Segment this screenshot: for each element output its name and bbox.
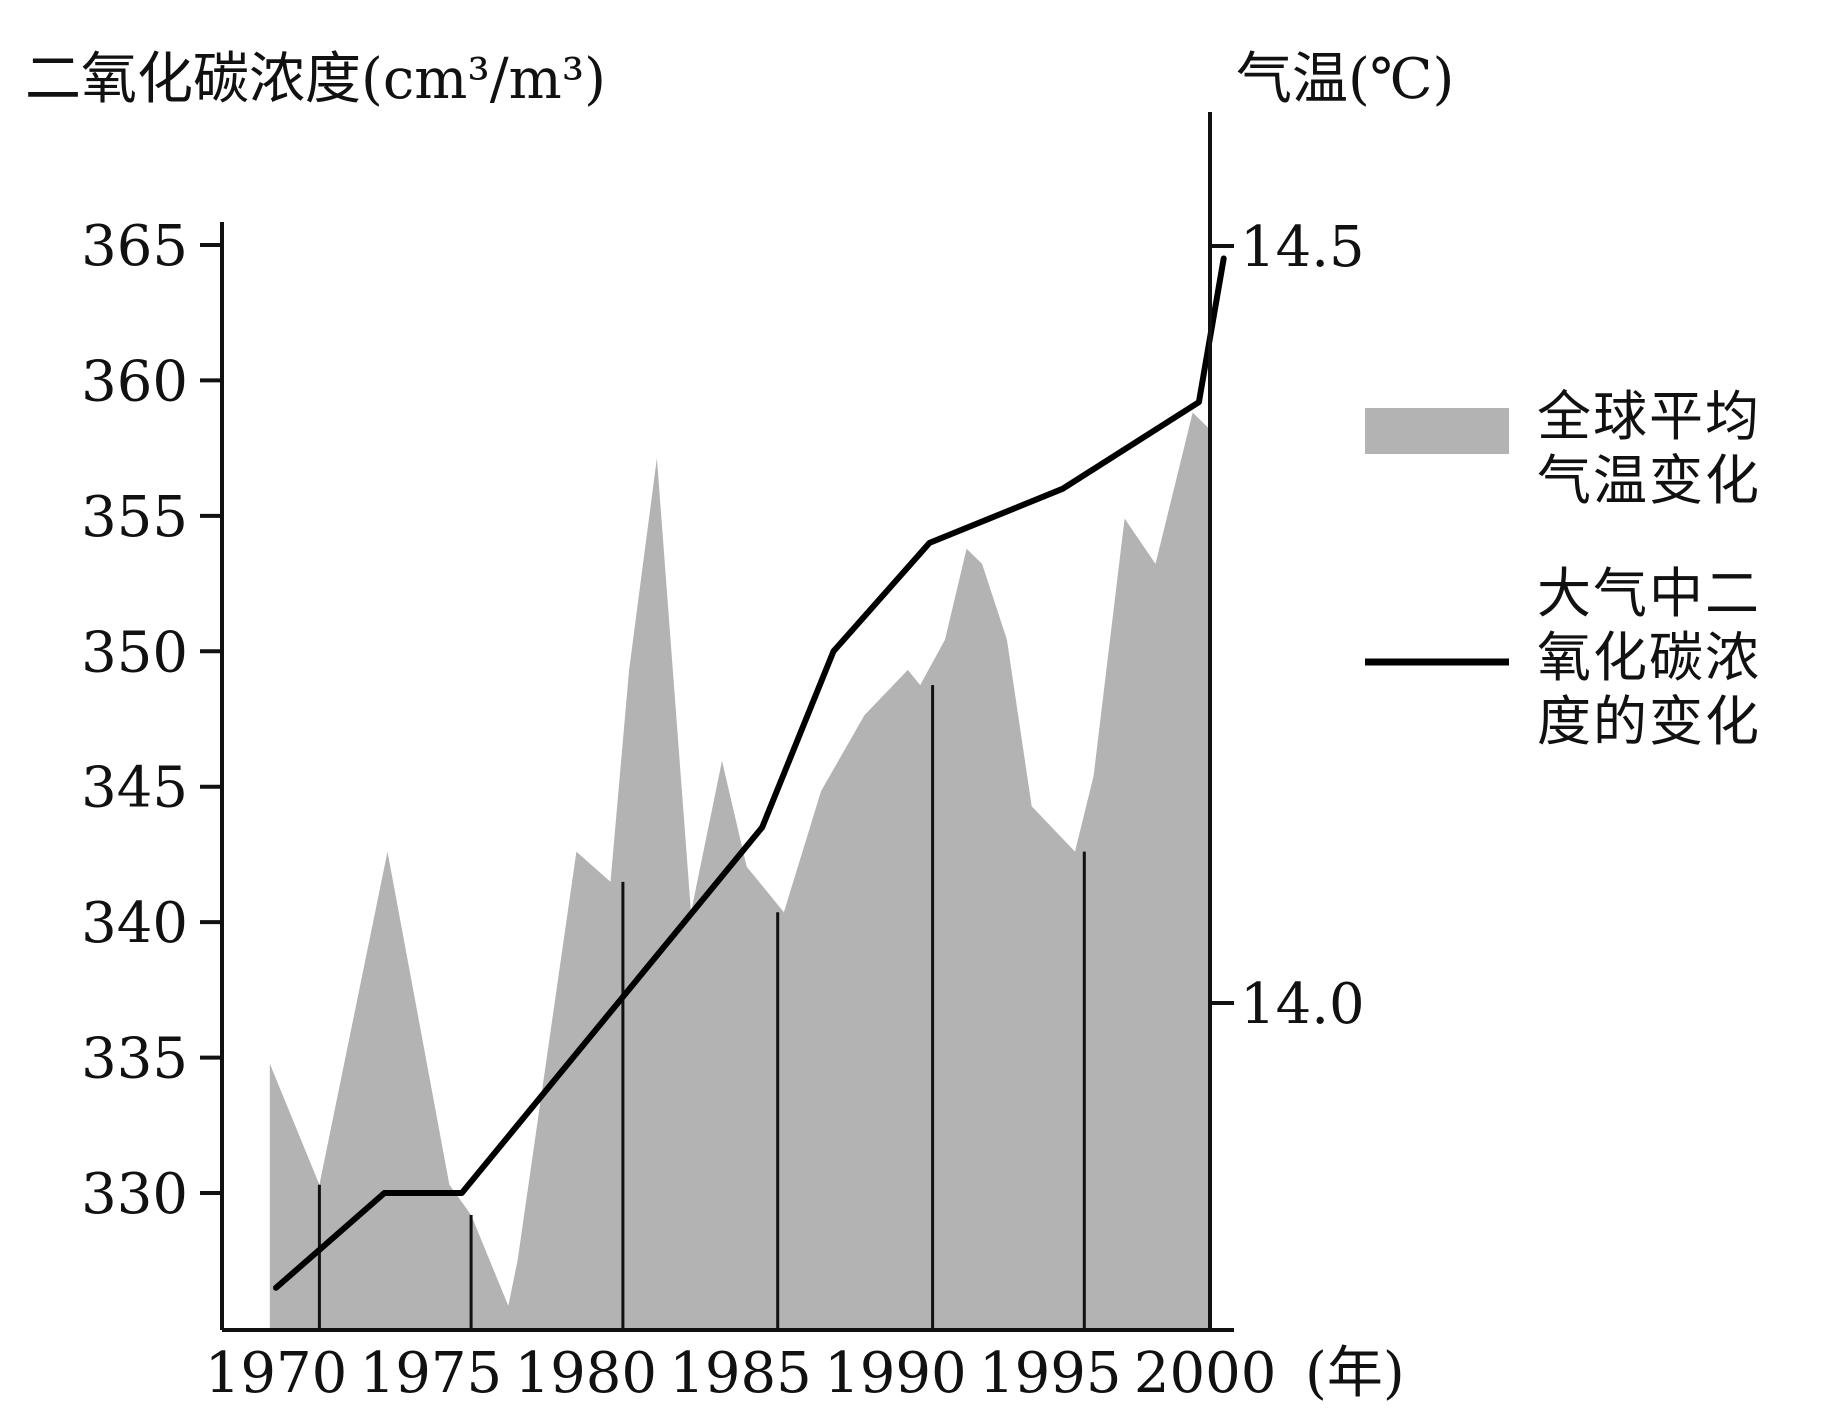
left-tick-label-330: 330: [81, 1162, 188, 1227]
x-tick-label-1975: 1975: [360, 1341, 503, 1406]
left-tick-label-340: 340: [81, 891, 188, 956]
x-tick-label-1985: 1985: [669, 1341, 812, 1406]
legend-co2-label-line1: 大气中二: [1537, 562, 1761, 625]
x-axis-unit-label: (年): [1305, 1341, 1405, 1406]
x-tick-label-2000: 2000: [1134, 1341, 1277, 1406]
legend-co2-label-line2: 氧化碳浓: [1537, 626, 1761, 689]
left-axis-title: 二氧化碳浓度(cm³/m³): [25, 47, 606, 112]
left-tick-label-365: 365: [81, 214, 188, 279]
right-axis-ticks: 14.0 14.5: [1210, 215, 1365, 1037]
x-axis-ticks: 1970 1975 1980 1985 1990 1995 2000: [205, 1341, 1277, 1406]
x-tick-label-1970: 1970: [205, 1341, 348, 1406]
legend-temp-label-line2: 气温变化: [1537, 449, 1761, 512]
reference-lines: [317, 685, 1086, 1330]
legend-temp-label-line1: 全球平均: [1537, 385, 1761, 448]
left-tick-label-360: 360: [81, 349, 188, 414]
legend-co2-label-line3: 度的变化: [1537, 690, 1761, 753]
right-tick-label-1: 14.5: [1240, 215, 1365, 280]
legend-co2-label: 大气中二 氧化碳浓 度的变化: [1537, 562, 1761, 754]
temperature-area: [269, 412, 1209, 1330]
x-tick-label-1990: 1990: [824, 1341, 967, 1406]
x-tick-label-1980: 1980: [514, 1341, 657, 1406]
right-axis-title: 气温(℃): [1236, 47, 1454, 112]
right-tick-label-0: 14.0: [1240, 972, 1365, 1037]
left-tick-label-355: 355: [81, 485, 188, 550]
legend-temp-swatch: [1365, 408, 1509, 454]
left-axis-ticks: 330 335 340 345 350 355 360 365: [81, 214, 222, 1227]
left-tick-label-350: 350: [81, 620, 188, 685]
x-tick-label-1995: 1995: [979, 1341, 1122, 1406]
left-tick-label-335: 335: [81, 1027, 188, 1092]
co2-line: [273, 255, 1227, 1291]
legend-temp-label: 全球平均 气温变化: [1537, 385, 1761, 513]
left-tick-label-345: 345: [81, 756, 188, 821]
